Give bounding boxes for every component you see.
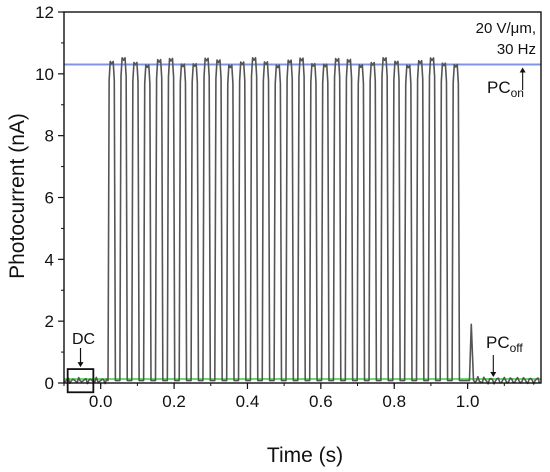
x-tick-label: 0.0 — [89, 392, 113, 411]
conditions-line-1: 20 V/μm, — [476, 20, 536, 37]
y-tick-label: 10 — [35, 65, 54, 84]
pc-off-main: PC — [486, 333, 510, 352]
y-tick-label: 12 — [35, 3, 54, 22]
x-axis-label: Time (s) — [267, 444, 343, 467]
y-axis-label: Photocurrent (nA) — [6, 113, 29, 279]
photocurrent-trace — [63, 56, 541, 385]
x-tick-label: 0.2 — [162, 392, 186, 411]
axes-layer: 0.0 0.2 0.4 0.6 0.8 1.0 0 2 4 6 8 10 12 — [35, 3, 542, 411]
pc-on-label: PCon — [487, 78, 524, 100]
pc-off-subscript: off — [510, 341, 524, 355]
pc-off-label: PCoff — [486, 333, 523, 355]
y-tick-label: 4 — [45, 250, 54, 269]
dc-label: DC — [72, 331, 95, 348]
y-tick-label: 0 — [45, 374, 54, 393]
pc-off-arrow-head — [490, 371, 497, 377]
conditions-line-2: 30 Hz — [497, 41, 536, 58]
x-tick-label: 0.8 — [382, 392, 406, 411]
pc-on-main: PC — [487, 78, 511, 97]
dc-box — [66, 368, 95, 394]
y-tick-label: 6 — [45, 189, 54, 208]
x-tick-label: 0.4 — [236, 392, 260, 411]
pc-on-subscript: on — [511, 86, 524, 100]
pc-on-arrow-head — [519, 67, 526, 73]
y-tick-label: 8 — [45, 127, 54, 146]
x-tick-label: 1.0 — [456, 392, 480, 411]
y-tick-label: 2 — [45, 312, 54, 331]
dc-arrow-head — [77, 362, 84, 368]
plot-frame — [63, 11, 542, 384]
x-tick-label: 0.6 — [309, 392, 333, 411]
plot-layer — [63, 56, 541, 385]
